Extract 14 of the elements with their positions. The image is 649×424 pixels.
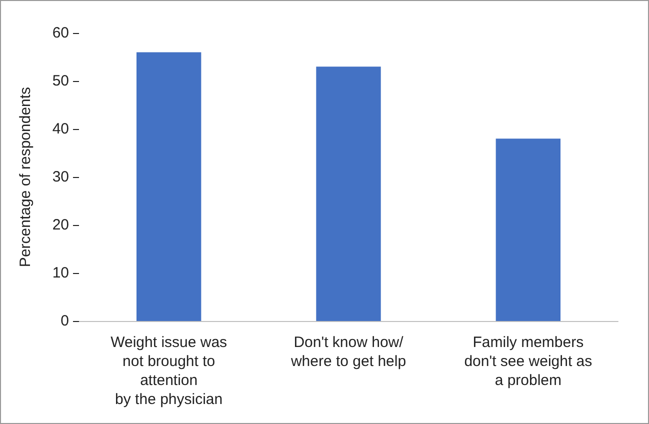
x-tick-label: Don't know how/ where to get help [290, 334, 406, 370]
y-tick-label: 60 [52, 24, 69, 42]
y-tick-label: 30 [52, 168, 69, 186]
bar [496, 138, 561, 321]
bar [136, 52, 202, 321]
y-tick-label: 10 [52, 264, 69, 282]
x-tick-label: Family members don't see weight as a problem [464, 334, 592, 389]
y-tick-label: 20 [52, 216, 69, 234]
y-tick-label: 50 [52, 72, 69, 90]
x-tick-label: Weight issue was not brought to attention by the physician [110, 334, 228, 408]
y-axis-title: Percentage of respondents [17, 86, 34, 268]
y-tick-label: 0 [60, 312, 69, 330]
y-tick-label: 40 [52, 120, 69, 138]
bar [316, 66, 381, 321]
